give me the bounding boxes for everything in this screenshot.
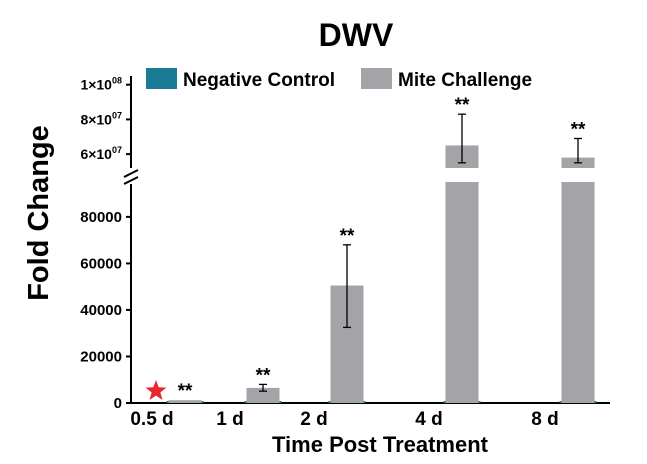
- y-tick-label-sci: 6×1007: [80, 145, 122, 162]
- bar-mite-challenge-lower: [561, 182, 595, 403]
- y-tick-label: 0: [114, 395, 122, 412]
- axes: [123, 76, 610, 404]
- bar-mite-challenge: [246, 387, 280, 403]
- x-tick-label: 4 d: [415, 409, 442, 430]
- x-axis-label: Time Post Treatment: [272, 432, 489, 457]
- y-tick-label: 60000: [80, 255, 122, 272]
- legend: Negative Control Mite Challenge: [146, 68, 532, 91]
- legend-swatch-mite-challenge: [361, 68, 392, 89]
- legend-label-negative-control: Negative Control: [183, 70, 335, 91]
- significance-label: **: [455, 95, 470, 116]
- legend-label-mite-challenge: Mite Challenge: [398, 70, 532, 91]
- red-star-icon: [145, 380, 167, 400]
- axis-break-mark: [123, 176, 139, 185]
- y-tick-label: 40000: [80, 302, 122, 319]
- legend-swatch-negative-control: [146, 68, 177, 89]
- x-tick-label: 2 d: [300, 409, 327, 430]
- bar-mite-challenge-lower: [445, 182, 479, 403]
- y-tick-label-sci: 1×1008: [80, 76, 122, 93]
- y-tick-label-sci: 8×1007: [80, 110, 122, 127]
- chart-title: DWV: [319, 17, 394, 53]
- bars: [166, 113, 597, 403]
- x-tick-label: 1 d: [216, 409, 243, 430]
- y-tick-label: 20000: [80, 348, 122, 365]
- significance-label: **: [340, 226, 355, 247]
- significance-label: **: [256, 365, 271, 386]
- significance-label: **: [178, 381, 193, 402]
- axis-break-mark: [123, 169, 139, 178]
- significance-label: **: [571, 119, 586, 140]
- bar-mite-challenge: [168, 400, 202, 403]
- x-tick-label: 0.5 d: [130, 409, 173, 430]
- y-tick-label: 80000: [80, 209, 122, 226]
- tick-labels: 0 20000 40000 60000 80000 1×1008 8×1007 6×1007 0…: [80, 76, 586, 430]
- y-axis-label: Fold Change: [23, 125, 55, 301]
- x-tick-label: 8 d: [531, 409, 558, 430]
